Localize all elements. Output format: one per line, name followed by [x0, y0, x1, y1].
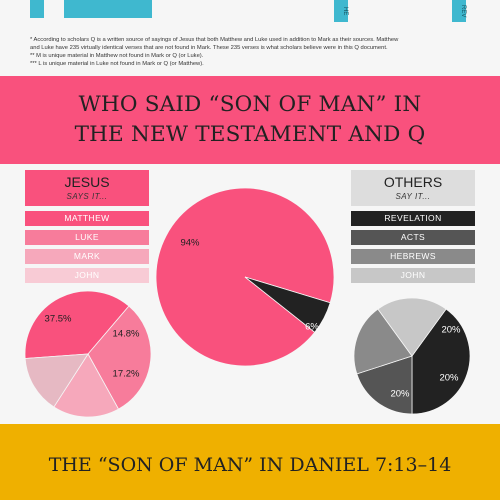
footnote-line: ** M is unique material in Matthew not f…	[30, 53, 204, 59]
footnotes: * According to scholars Q is a written s…	[30, 36, 480, 68]
daniel-footer: THE “SON OF MAN” IN DANIEL 7:13–14	[0, 424, 500, 500]
footnote-line: *** L is unique material in Luke not fou…	[30, 61, 204, 67]
pie-others-label-john: 20%	[441, 325, 461, 336]
jesus-header: JESUS SAYS IT...	[25, 170, 149, 206]
others-label-hebrews: HEBREWS	[351, 249, 475, 264]
footnote-line: and Luke have 235 virtually identical ve…	[30, 45, 388, 51]
pie-main-label-others: 6%	[305, 322, 319, 333]
pie-jesus-slice-john	[24, 353, 89, 408]
jesus-label-john: JOHN	[25, 268, 149, 283]
others-label-john: JOHN	[351, 268, 475, 283]
pie-jesus-label-john: 14.8%	[113, 329, 140, 340]
jesus-label-matthew: MATTHEW	[25, 211, 149, 226]
pie-jesus-slice-matthew	[24, 290, 130, 359]
pie-others-slice-hebrews	[353, 308, 413, 375]
teal-tab-rev-label: REV	[460, 4, 466, 18]
pie-jesus-label-matthew: 37.5%	[45, 314, 72, 325]
others-label-acts: ACTS	[351, 230, 475, 245]
teal-tab-he-label: HE	[342, 6, 348, 16]
teal-block	[64, 0, 152, 18]
footnote-line: * According to scholars Q is a written s…	[30, 37, 399, 43]
pie-others-label-acts: 20%	[390, 389, 410, 400]
teal-tab-he: HE	[334, 0, 348, 22]
pie-jesus-slice-luke	[87, 305, 152, 410]
others-header: OTHERS SAY IT...	[351, 170, 475, 206]
banner-line-1: WHO SAID “SON OF MAN” IN	[78, 92, 422, 117]
jesus-label-luke: LUKE	[25, 230, 149, 245]
pie-jesus-label-mark: 17.2%	[113, 369, 140, 380]
pie-others-slice-john	[377, 297, 447, 357]
pie-others-label-hebrews: 20%	[439, 373, 459, 384]
footer-title: THE “SON OF MAN” IN DANIEL 7:13–14	[48, 454, 452, 476]
pie-others-slice-acts	[356, 355, 413, 415]
pie-jesus-slice-mark	[53, 353, 120, 418]
pie-main-slice-others	[244, 276, 331, 333]
banner-line-2: THE NEW TESTAMENT AND Q	[74, 122, 426, 147]
teal-tab-rev: REV	[452, 0, 466, 22]
teal-tab-left	[30, 0, 44, 18]
pie-main-label-jesus: 94%	[180, 238, 200, 249]
pie-main-chart: 94% 6%	[155, 187, 335, 367]
jesus-title: JESUS	[64, 174, 110, 190]
others-title: OTHERS	[383, 174, 443, 190]
pie-others-slice-revelation	[411, 308, 471, 415]
pie-jesus-chart: 37.5%30.8%17.2%14.8%	[24, 290, 152, 418]
others-subtitle: SAY IT...	[395, 192, 431, 201]
pie-others-chart: 40%20%20%20%	[353, 297, 471, 415]
jesus-subtitle: SAYS IT...	[66, 192, 108, 201]
jesus-label-mark: MARK	[25, 249, 149, 264]
title-banner: WHO SAID “SON OF MAN” IN THE NEW TESTAME…	[0, 76, 500, 164]
others-label-revelation: REVELATION	[351, 211, 475, 226]
